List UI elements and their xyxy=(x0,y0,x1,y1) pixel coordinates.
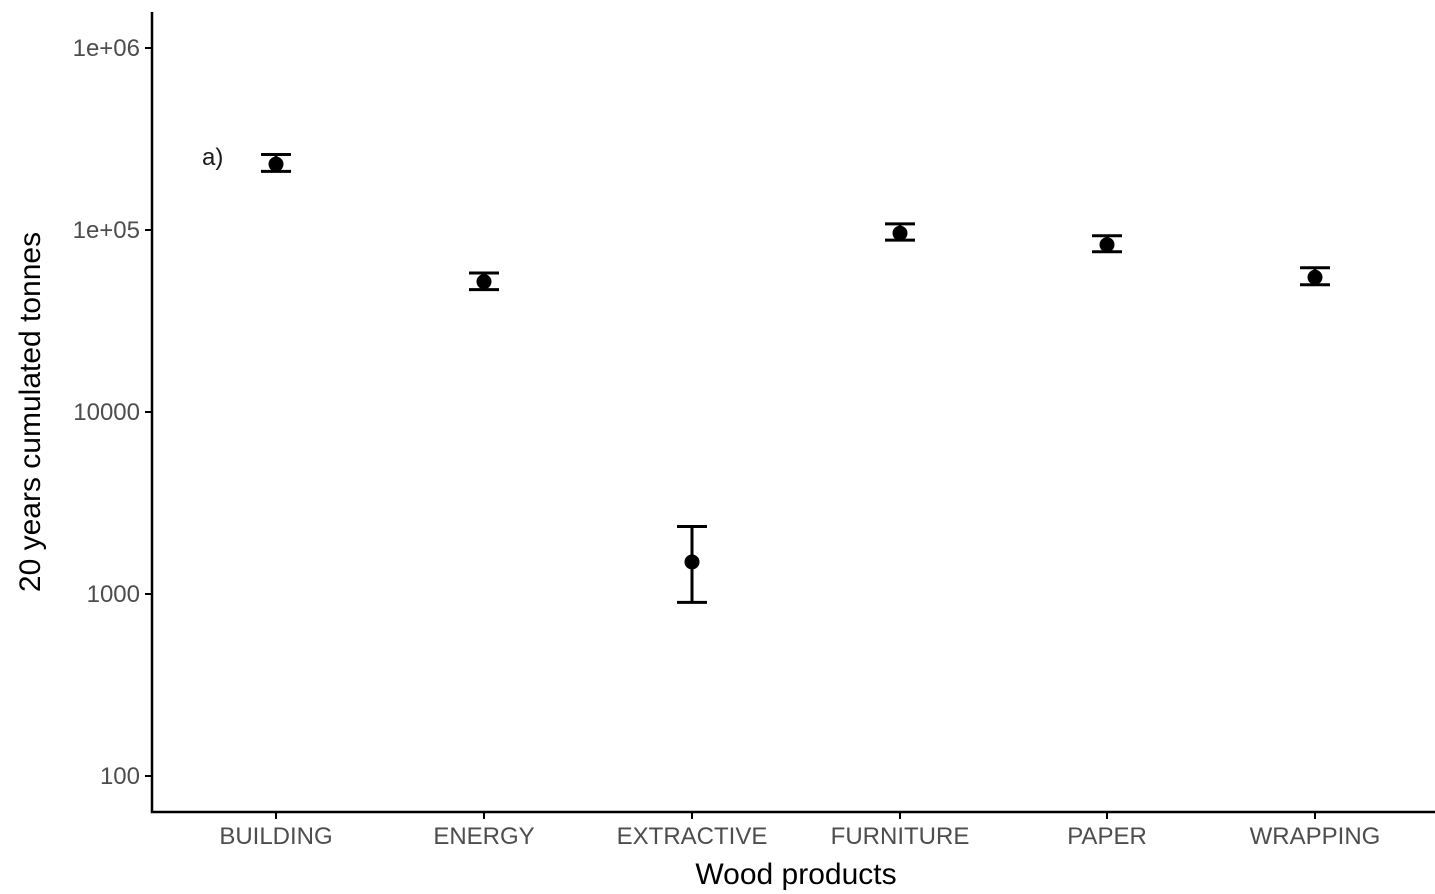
x-axis: BUILDING ENERGY EXTRACTIVE FURNITURE PAPER WR… xyxy=(150,810,1435,850)
data-point xyxy=(476,274,492,290)
x-axis-title: Wood products xyxy=(695,858,896,891)
x-tick-label: WRAPPING xyxy=(1250,823,1381,850)
y-tick-label: 1e+06 xyxy=(73,35,140,62)
x-tick-label: PAPER xyxy=(1067,823,1147,850)
x-tick-label: ENERGY xyxy=(433,823,534,850)
x-tick-label: FURNITURE xyxy=(831,823,970,850)
data-point xyxy=(268,156,284,172)
data-point xyxy=(1099,237,1115,253)
y-tick-label: 100 xyxy=(100,763,140,790)
data-point xyxy=(1307,269,1323,285)
y-axis: 100 1000 10000 1e+05 1e+06 xyxy=(73,12,154,812)
y-axis-title: 20 years cumulated tonnes xyxy=(14,232,47,592)
y-tick-label: 10000 xyxy=(73,399,140,426)
data-point xyxy=(684,554,700,570)
y-tick-label: 1e+05 xyxy=(73,217,140,244)
y-tick-label: 1000 xyxy=(87,581,140,608)
data-marks xyxy=(261,152,1330,604)
panel-label: a) xyxy=(202,144,223,171)
data-point xyxy=(892,225,908,241)
x-tick-label: EXTRACTIVE xyxy=(617,823,768,850)
x-tick-label: BUILDING xyxy=(219,823,332,850)
